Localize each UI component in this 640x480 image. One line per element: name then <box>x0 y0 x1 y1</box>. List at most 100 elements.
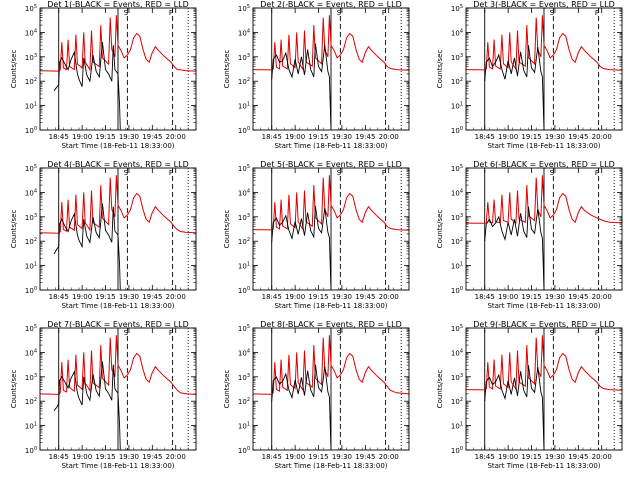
x-tick-label: 18:45 <box>49 453 69 461</box>
marker-p: P <box>382 329 386 337</box>
series-events-line <box>271 364 332 451</box>
y-tick-label: 103 <box>25 53 37 62</box>
y-tick-label: 104 <box>25 188 37 197</box>
y-tick-label: 101 <box>451 262 463 271</box>
y-axis-label: Counts/sec <box>223 370 231 409</box>
x-tick-label: 19:45 <box>568 453 588 461</box>
x-axis-label: Start Time (18-Feb-11 18:33:00) <box>61 462 174 470</box>
marker-s: S <box>550 9 555 17</box>
panel-title: Det 3(-BLACK = Events, RED = LLD <box>473 0 614 9</box>
x-tick-label: 19:15 <box>308 293 328 301</box>
y-tick-label: 101 <box>238 262 250 271</box>
panel-det-9: Det 9(-BLACK = Events, RED = LLD Counts/s… <box>436 320 623 470</box>
x-tick-label: 19:15 <box>308 453 328 461</box>
marker-s: S <box>550 329 555 337</box>
x-tick-label: 19:15 <box>521 293 541 301</box>
marker-s: S <box>124 329 129 337</box>
panel-title: Det 5(-BLACK = Events, RED = LLD <box>260 160 401 169</box>
x-tick-label: 19:15 <box>95 453 115 461</box>
x-tick-label: 19:00 <box>285 453 305 461</box>
panel-title: Det 8(-BLACK = Events, RED = LLD <box>260 320 401 329</box>
panel-det-8: Det 8(-BLACK = Events, RED = LLD Counts/s… <box>223 320 410 470</box>
y-tick-label: 104 <box>451 28 463 37</box>
x-tick-label: 19:45 <box>142 453 162 461</box>
x-tick-label: 20:00 <box>592 133 612 141</box>
y-tick-label: 105 <box>25 324 37 333</box>
y-axis-label: Counts/sec <box>10 210 18 249</box>
x-tick-label: 20:00 <box>379 293 399 301</box>
x-tick-label: 20:00 <box>166 293 186 301</box>
y-tick-label: 105 <box>238 4 250 13</box>
plot-frame <box>252 167 410 291</box>
marker-p: P <box>382 169 386 177</box>
series-lld-line <box>252 15 410 71</box>
x-tick-label: 18:45 <box>475 133 495 141</box>
x-tick-label: 19:00 <box>498 293 518 301</box>
x-tick-label: 18:45 <box>262 293 282 301</box>
y-tick-label: 100 <box>25 126 37 135</box>
x-axis-label: Start Time (18-Feb-11 18:33:00) <box>487 462 600 470</box>
y-tick-label: 101 <box>25 262 37 271</box>
y-tick-label: 100 <box>451 286 463 295</box>
y-axis-label: Counts/sec <box>10 50 18 89</box>
panel-det-7: Det 7(-BLACK = Events, RED = LLD Counts/s… <box>10 320 197 470</box>
series-events-line <box>484 365 545 451</box>
x-tick-label: 18:45 <box>262 133 282 141</box>
x-tick-label: 19:00 <box>498 133 518 141</box>
y-tick-label: 102 <box>238 237 250 246</box>
x-tick-label: 19:30 <box>119 453 139 461</box>
x-tick-label: 20:00 <box>592 453 612 461</box>
panel-det-4: Det 4(-BLACK = Events, RED = LLD Counts/s… <box>10 160 197 310</box>
y-tick-label: 103 <box>451 213 463 222</box>
y-tick-label: 104 <box>25 348 37 357</box>
series-events-line <box>53 203 121 291</box>
x-tick-label: 18:45 <box>49 293 69 301</box>
x-tick-label: 19:00 <box>72 133 92 141</box>
x-tick-label: 18:45 <box>49 133 69 141</box>
marker-p: P <box>595 169 599 177</box>
x-axis-label: Start Time (18-Feb-11 18:33:00) <box>274 142 387 150</box>
x-axis-label: Start Time (18-Feb-11 18:33:00) <box>61 302 174 310</box>
series-events-line <box>271 43 332 131</box>
y-tick-label: 100 <box>451 126 463 135</box>
y-tick-label: 102 <box>451 77 463 86</box>
y-tick-label: 100 <box>238 126 250 135</box>
y-tick-label: 103 <box>451 373 463 382</box>
panel-title: Det 7(-BLACK = Events, RED = LLD <box>47 320 188 329</box>
x-tick-label: 19:00 <box>72 453 92 461</box>
plot-frame <box>252 327 410 451</box>
y-axis-label: Counts/sec <box>436 50 444 89</box>
x-tick-label: 20:00 <box>379 453 399 461</box>
panel-title: Det 1(-BLACK = Events, RED = LLD <box>47 0 188 9</box>
x-tick-label: 19:30 <box>545 293 565 301</box>
marker-s: S <box>550 169 555 177</box>
x-tick-label: 19:15 <box>95 293 115 301</box>
plot-frame <box>252 7 410 131</box>
y-tick-label: 101 <box>25 422 37 431</box>
y-tick-label: 101 <box>25 102 37 111</box>
y-tick-label: 104 <box>238 348 250 357</box>
x-tick-label: 20:00 <box>166 133 186 141</box>
marker-s: S <box>124 169 129 177</box>
x-tick-label: 19:30 <box>332 453 352 461</box>
x-tick-label: 19:30 <box>119 133 139 141</box>
marker-p: P <box>382 9 386 17</box>
y-axis-label: Counts/sec <box>436 370 444 409</box>
x-tick-label: 19:30 <box>119 293 139 301</box>
series-events-line <box>53 361 121 451</box>
y-tick-label: 101 <box>238 102 250 111</box>
y-tick-label: 103 <box>451 53 463 62</box>
x-tick-label: 20:00 <box>592 293 612 301</box>
y-tick-label: 101 <box>451 102 463 111</box>
x-tick-label: 18:45 <box>475 293 495 301</box>
panel-title: Det 2(-BLACK = Events, RED = LLD <box>260 0 401 9</box>
y-tick-label: 103 <box>238 373 250 382</box>
y-tick-label: 104 <box>238 28 250 37</box>
y-tick-label: 102 <box>238 77 250 86</box>
y-tick-label: 101 <box>451 422 463 431</box>
x-tick-label: 19:45 <box>142 133 162 141</box>
x-tick-label: 19:00 <box>498 453 518 461</box>
y-axis-label: Counts/sec <box>223 210 231 249</box>
y-tick-label: 105 <box>238 324 250 333</box>
y-tick-label: 100 <box>238 446 250 455</box>
